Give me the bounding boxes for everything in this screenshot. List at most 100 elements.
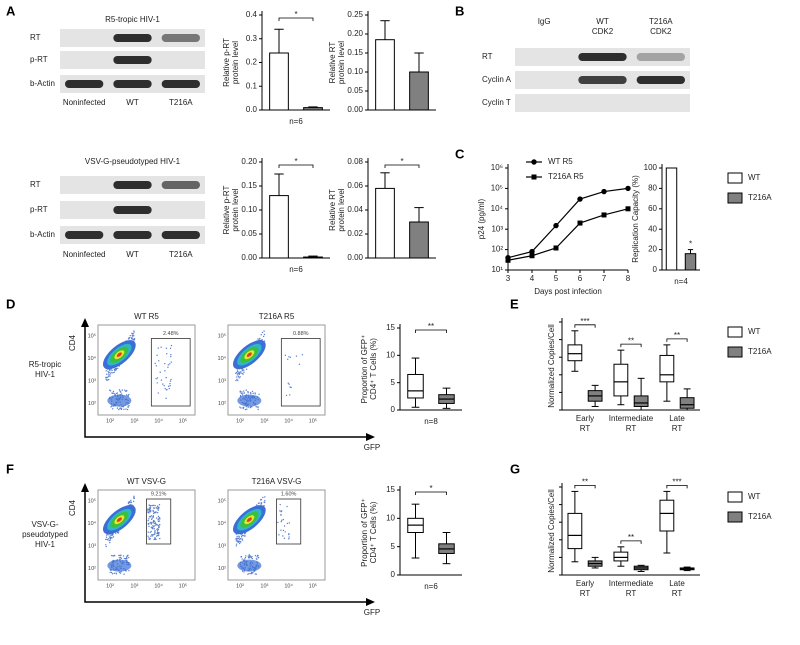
flow-event (236, 378, 238, 381)
flow-event (166, 353, 168, 355)
flow-event (128, 556, 130, 559)
panel-label: D (6, 296, 15, 311)
flow-event (287, 358, 289, 360)
bar (269, 52, 289, 111)
flow-tick-label: 10⁴ (154, 417, 163, 424)
flow-event (288, 536, 290, 538)
axis-arrow (84, 322, 370, 438)
flow-event (165, 397, 167, 400)
flow-event (241, 372, 243, 375)
flow-event (239, 372, 241, 374)
flow-event (155, 378, 157, 380)
box (613, 363, 629, 397)
flow-event (105, 378, 107, 380)
legend-label: WT (748, 492, 761, 501)
flow-event (257, 338, 259, 340)
flow-event (105, 376, 108, 379)
flow-event (156, 508, 158, 510)
legend-swatch (727, 172, 743, 184)
flow-event (109, 571, 111, 573)
y-axis-label: protein level (337, 41, 346, 84)
flow-event (158, 523, 161, 526)
significance-bracket (666, 338, 688, 342)
flow-event (239, 394, 242, 397)
flow-event (167, 364, 169, 366)
bar (665, 167, 678, 271)
flow-tick-label: 10⁵ (309, 582, 317, 589)
blot-band (161, 80, 200, 88)
y-tick-label: 10 (386, 513, 395, 522)
y-tick-label: 5 (391, 542, 396, 551)
y-tick-label: 20 (648, 245, 657, 254)
y-tick-label: 0.10 (241, 205, 257, 214)
flow-event (239, 376, 241, 378)
flow-event (111, 534, 114, 536)
blot-band (636, 76, 685, 84)
y-tick-label: 0.15 (347, 48, 363, 57)
flow-event (248, 554, 251, 556)
flow-event (119, 572, 122, 574)
flow-event (160, 379, 163, 381)
flow-event (235, 545, 238, 547)
x-axis-label: n=6 (424, 582, 438, 591)
flow-event (117, 531, 120, 533)
flow-event (109, 375, 111, 377)
flow-event (164, 387, 166, 390)
bar (684, 253, 697, 271)
flow-event (153, 522, 156, 525)
y-axis-label: CD4⁺ T Cells (%) (369, 338, 378, 400)
significance-label: * (294, 10, 297, 19)
y-axis-label: Relative RT (328, 189, 337, 231)
flow-event (156, 505, 159, 507)
flow-event (156, 530, 159, 532)
flow-event (154, 362, 156, 365)
flow-tick-label: 10² (218, 566, 226, 572)
flow-event (150, 515, 153, 517)
blot-band (113, 56, 152, 64)
flow-event (240, 533, 242, 536)
y-axis-label: Proportion of GFP⁺ (360, 335, 369, 404)
flow-event (235, 537, 238, 539)
flow-event (286, 522, 289, 525)
flow-event (295, 355, 298, 357)
blot-row-label: p-RT (30, 55, 48, 64)
legend-swatch (727, 326, 743, 338)
significance-label: *** (672, 478, 681, 487)
flow-event (157, 509, 160, 511)
x-tick-label: 4 (530, 274, 535, 283)
y-tick-label: 10 (386, 350, 395, 359)
bar (375, 39, 395, 111)
marker (601, 188, 607, 195)
flow-event (112, 555, 114, 557)
x-tick-label: RT (580, 424, 591, 433)
flow-event (282, 518, 285, 521)
y-axis-label: CD4⁺ T Cells (%) (369, 501, 378, 563)
flow-y-axis: CD4 (68, 334, 77, 351)
legend-swatch (727, 192, 743, 204)
flow-tick-label: 10⁴ (88, 520, 97, 527)
y-tick-label: 0.00 (347, 253, 363, 262)
marker (505, 257, 511, 263)
flow-event (107, 375, 110, 377)
flow-event (256, 504, 258, 506)
legend-label: WT R5 (548, 157, 573, 166)
y-tick-label: 10⁴ (491, 204, 504, 213)
flow-event (301, 354, 304, 356)
flow-event (128, 393, 130, 396)
flow-event (153, 504, 155, 507)
x-tick-label: 6 (578, 274, 583, 283)
marker (577, 220, 583, 226)
significance-bracket (415, 329, 447, 333)
flow-event (120, 407, 123, 410)
y-tick-label: 0.05 (241, 229, 257, 238)
flow-event (243, 571, 245, 573)
flow-event (247, 392, 249, 394)
flow-event (147, 519, 149, 522)
flow-event (238, 377, 240, 379)
flow-event (285, 394, 288, 397)
flow-tick-label: 10² (236, 418, 244, 424)
flow-event (150, 504, 152, 507)
flow-x-axis: GFP (364, 608, 380, 617)
blot-lane-label: CDK2 (650, 27, 672, 36)
blot-row-label: p-RT (30, 205, 48, 214)
